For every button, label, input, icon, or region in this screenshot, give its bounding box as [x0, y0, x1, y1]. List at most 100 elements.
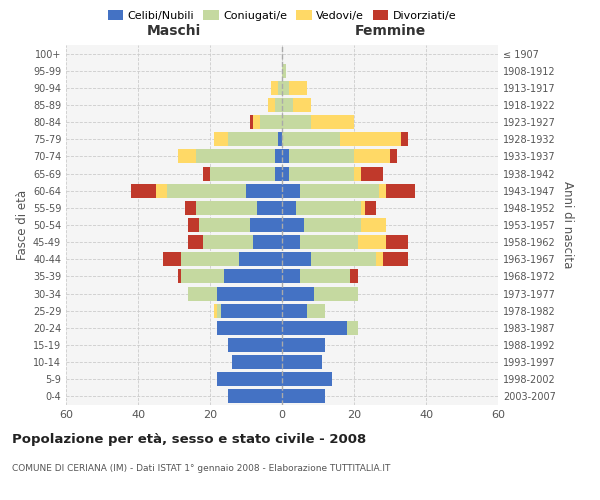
Bar — [354, 150, 390, 164]
Bar — [358, 235, 386, 249]
Bar — [282, 355, 322, 369]
Bar — [282, 81, 289, 95]
Bar — [361, 201, 365, 215]
Legend: Celibi/Nubili, Coniugati/e, Vedovi/e, Divorziati/e: Celibi/Nubili, Coniugati/e, Vedovi/e, Di… — [103, 6, 461, 25]
Bar — [232, 355, 282, 369]
Bar — [181, 270, 224, 283]
Bar — [307, 304, 325, 318]
Bar — [203, 166, 210, 180]
Bar — [282, 252, 311, 266]
Bar — [289, 150, 354, 164]
Bar — [282, 372, 332, 386]
Bar — [210, 166, 275, 180]
Bar — [203, 235, 253, 249]
Bar — [314, 286, 358, 300]
Bar — [199, 218, 250, 232]
Bar — [253, 235, 282, 249]
Bar — [282, 98, 293, 112]
Bar — [300, 270, 350, 283]
Bar — [228, 390, 282, 404]
Bar — [379, 184, 386, 198]
Bar — [300, 184, 379, 198]
Bar — [311, 252, 376, 266]
Bar — [196, 150, 275, 164]
Bar — [282, 201, 296, 215]
Bar — [217, 321, 282, 335]
Bar — [282, 304, 307, 318]
Bar — [390, 150, 397, 164]
Bar — [289, 81, 307, 95]
Bar — [167, 184, 246, 198]
Bar — [188, 286, 217, 300]
Bar — [282, 64, 286, 78]
Bar — [376, 252, 383, 266]
Bar — [282, 166, 289, 180]
Bar — [257, 201, 282, 215]
Bar — [282, 321, 347, 335]
Bar — [214, 304, 217, 318]
Text: Maschi: Maschi — [147, 24, 201, 38]
Bar — [178, 150, 196, 164]
Bar — [278, 81, 282, 95]
Bar — [361, 218, 386, 232]
Bar — [293, 98, 311, 112]
Bar — [214, 132, 228, 146]
Bar — [282, 338, 325, 352]
Bar — [250, 115, 253, 129]
Bar — [217, 286, 282, 300]
Bar — [296, 201, 361, 215]
Bar — [156, 184, 167, 198]
Bar — [278, 132, 282, 146]
Bar — [163, 252, 181, 266]
Bar — [271, 81, 278, 95]
Bar — [239, 252, 282, 266]
Y-axis label: Fasce di età: Fasce di età — [16, 190, 29, 260]
Bar — [282, 132, 340, 146]
Bar — [383, 252, 408, 266]
Bar — [282, 115, 311, 129]
Bar — [401, 132, 408, 146]
Bar — [282, 184, 300, 198]
Bar — [221, 304, 282, 318]
Bar — [260, 115, 282, 129]
Bar — [268, 98, 275, 112]
Bar — [217, 372, 282, 386]
Text: Femmine: Femmine — [355, 24, 425, 38]
Text: Popolazione per età, sesso e stato civile - 2008: Popolazione per età, sesso e stato civil… — [12, 432, 366, 446]
Bar — [275, 166, 282, 180]
Bar — [347, 321, 358, 335]
Bar — [361, 166, 383, 180]
Bar — [185, 201, 196, 215]
Bar — [131, 184, 156, 198]
Bar — [250, 218, 282, 232]
Bar — [282, 150, 289, 164]
Bar — [275, 98, 282, 112]
Bar — [224, 270, 282, 283]
Bar — [304, 218, 361, 232]
Bar — [311, 115, 354, 129]
Bar — [282, 286, 314, 300]
Bar — [178, 270, 181, 283]
Bar — [181, 252, 239, 266]
Bar — [289, 166, 354, 180]
Bar — [354, 166, 361, 180]
Bar — [365, 201, 376, 215]
Bar — [228, 338, 282, 352]
Bar — [282, 390, 325, 404]
Bar — [282, 270, 300, 283]
Text: COMUNE DI CERIANA (IM) - Dati ISTAT 1° gennaio 2008 - Elaborazione TUTTITALIA.IT: COMUNE DI CERIANA (IM) - Dati ISTAT 1° g… — [12, 464, 391, 473]
Bar — [246, 184, 282, 198]
Bar — [188, 218, 199, 232]
Bar — [386, 235, 408, 249]
Bar — [196, 201, 257, 215]
Bar — [253, 115, 260, 129]
Bar — [386, 184, 415, 198]
Bar — [300, 235, 358, 249]
Bar — [228, 132, 278, 146]
Bar — [350, 270, 358, 283]
Bar — [282, 218, 304, 232]
Y-axis label: Anni di nascita: Anni di nascita — [561, 182, 574, 268]
Bar — [340, 132, 401, 146]
Bar — [217, 304, 221, 318]
Bar — [275, 150, 282, 164]
